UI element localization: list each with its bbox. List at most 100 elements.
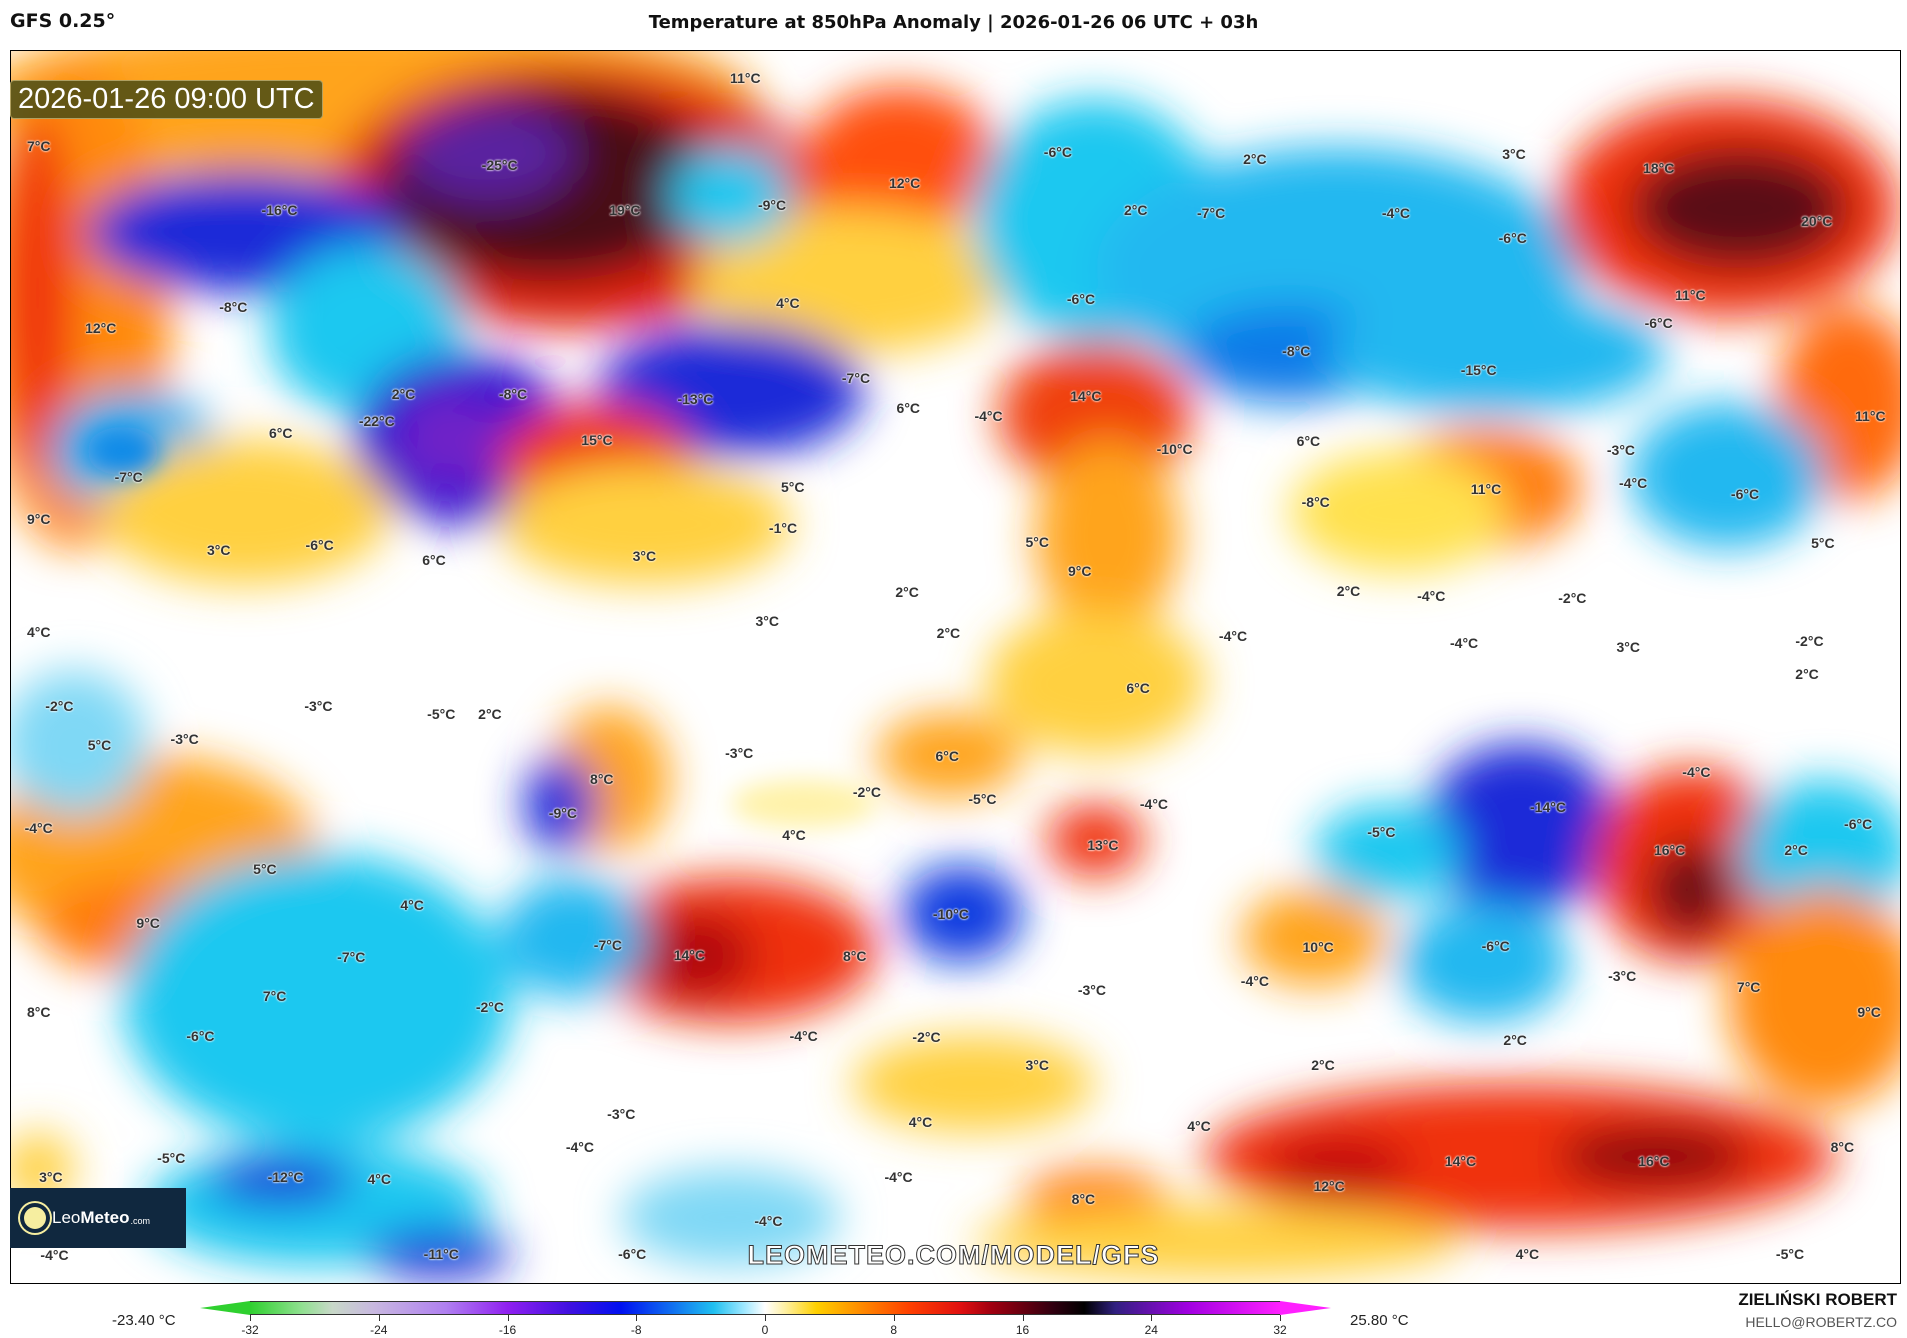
temperature-label: -3°C (1608, 968, 1637, 985)
temperature-label: -6°C (1481, 937, 1510, 954)
colorbar-tick (250, 1315, 251, 1321)
temperature-label: 14°C (1444, 1153, 1477, 1170)
temperature-label: 2°C (1311, 1057, 1335, 1074)
temperature-label: 7°C (1736, 979, 1761, 996)
temperature-label: 18°C (1643, 159, 1675, 176)
temperature-label: -6°C (1644, 315, 1673, 332)
colorbar-tick (1151, 1315, 1153, 1321)
temperature-label: -7°C (593, 936, 622, 953)
temperature-label: -7°C (114, 468, 143, 485)
logo-text-com: .com (130, 1216, 151, 1226)
temperature-label: -9°C (548, 805, 577, 822)
colorbar-tick-label: -24 (370, 1323, 388, 1337)
temperature-label: -4°C (974, 407, 1003, 424)
temperature-label: -8°C (498, 385, 528, 402)
temperature-label: 12°C (85, 320, 117, 337)
temperature-label: -10°C (932, 906, 969, 923)
temperature-label: -8°C (1282, 343, 1311, 360)
temperature-label: 9°C (1068, 563, 1092, 580)
temperature-label: 6°C (896, 400, 921, 417)
temperature-label: 2°C (895, 584, 919, 601)
colorbar-tick (1280, 1315, 1281, 1321)
temperature-label: -4°C (1682, 764, 1711, 781)
temperature-label: 16°C (1653, 841, 1686, 858)
temperature-label: 5°C (780, 479, 805, 496)
temperature-label: 3°C (39, 1169, 63, 1186)
temperature-label: -4°C (1417, 587, 1446, 604)
temperature-label: -10°C (1156, 440, 1193, 457)
temperature-label: 9°C (1857, 1003, 1881, 1020)
temperature-label: -4°C (1240, 973, 1269, 990)
temperature-label: -4°C (1218, 627, 1248, 644)
temperature-label: 11°C (1470, 480, 1502, 497)
temperature-label: 4°C (782, 827, 806, 844)
temperature-label: -5°C (157, 1149, 186, 1166)
temperature-label: 7°C (26, 137, 51, 154)
temperature-label: -9°C (757, 197, 787, 214)
temperature-label: -8°C (219, 299, 248, 316)
temperature-label: -2°C (475, 998, 504, 1015)
temperature-label: -2°C (45, 698, 74, 715)
temperature-label: 11°C (730, 69, 761, 86)
temperature-label: 15°C (581, 432, 613, 449)
temperature-label: -25°C (481, 157, 518, 174)
temperature-label: -3°C (1077, 981, 1107, 998)
temperature-label: -7°C (337, 948, 366, 965)
temperature-label: 2°C (936, 625, 961, 642)
temperature-label: 8°C (1071, 1190, 1096, 1207)
colorbar (250, 1301, 1280, 1315)
author-email[interactable]: HELLO@ROBERTZ.CO (1745, 1314, 1897, 1330)
credits: ZIELIŃSKI ROBERT HELLO@ROBERTZ.CO (1738, 1290, 1897, 1330)
temperature-label: 2°C (478, 705, 502, 722)
temperature-label: -11°C (423, 1245, 459, 1262)
temperature-label: 5°C (1811, 535, 1835, 552)
temperature-label: 2°C (1123, 202, 1148, 219)
colorbar-tick (636, 1315, 638, 1321)
temperature-label: 4°C (367, 1171, 391, 1188)
temperature-label: 16°C (1638, 1153, 1670, 1170)
temperature-label: 8°C (1830, 1138, 1855, 1155)
temperature-label: -6°C (1066, 290, 1096, 307)
temperature-label: 5°C (1025, 534, 1049, 551)
colorbar-tick (378, 1315, 380, 1321)
temperature-label: -4°C (1139, 795, 1169, 812)
temperature-label: 2°C (1336, 582, 1361, 599)
temperature-label: 4°C (1515, 1245, 1540, 1262)
temperature-label: -6°C (1498, 230, 1527, 247)
temperature-label: -1°C (768, 519, 798, 536)
temperature-anomaly-map[interactable]: 11°C 7°C -25°C 19°C 12°C -9°C -16°C -6°C 2°C 3°C 1… (10, 50, 1901, 1284)
temperature-label: -5°C (1775, 1245, 1805, 1262)
temperature-label: 7°C (262, 987, 287, 1004)
colorbar-high-extend (1280, 1301, 1331, 1315)
temperature-label: -7°C (841, 370, 871, 387)
temperature-label: -8°C (1301, 494, 1330, 511)
logo-text-meteo: Meteo (80, 1208, 130, 1227)
watermark: LEOMETEO.COM/MODEL/GFS (747, 1240, 1160, 1271)
colorbar-tick-label: -32 (241, 1323, 259, 1337)
temperature-label: 5°C (253, 861, 277, 878)
temperature-label: 5°C (87, 737, 112, 754)
temperature-label: -4°C (789, 1027, 818, 1044)
temperature-label: -3°C (304, 698, 333, 715)
temperature-label: -4°C (1619, 474, 1648, 491)
temperature-label: -4°C (1449, 635, 1479, 652)
temperature-label: 8°C (26, 1003, 51, 1020)
temperature-label: -13°C (677, 390, 714, 407)
temperature-label: 6°C (1296, 433, 1321, 450)
temperature-label: 6°C (268, 424, 293, 441)
temperature-label: 6°C (422, 552, 446, 569)
map-title: Temperature at 850hPa Anomaly | 2026-01-… (648, 12, 1259, 33)
temperature-label: 2°C (1503, 1031, 1527, 1048)
temperature-label: -3°C (1606, 441, 1636, 458)
sun-icon (24, 1207, 46, 1229)
temperature-label: -12°C (267, 1169, 304, 1186)
temperature-label: 9°C (136, 914, 160, 931)
temperature-label: 3°C (632, 547, 657, 564)
temperature-label: -15°C (1460, 361, 1497, 378)
temperature-label: 14°C (673, 946, 705, 963)
temperature-label: -4°C (565, 1138, 594, 1155)
temperature-label: 4°C (26, 624, 51, 641)
leometeo-logo[interactable]: Leo Meteo .com (10, 1188, 186, 1248)
temperature-label: -16°C (261, 202, 298, 219)
temperature-label: 3°C (1502, 146, 1526, 163)
